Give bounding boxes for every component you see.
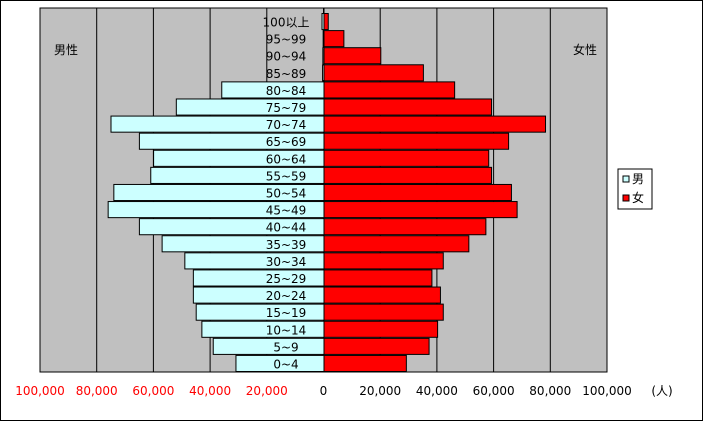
- bar-female: [323, 98, 493, 116]
- age-group-label: 15~19: [266, 306, 307, 320]
- bar-group: [107, 13, 547, 372]
- left-side-label: 男性: [54, 43, 78, 57]
- age-group-label: 30~34: [266, 255, 307, 269]
- age-group-label: 50~54: [266, 187, 307, 201]
- bar-female: [323, 303, 444, 321]
- right-side-label: 女性: [573, 42, 597, 57]
- age-group-label: 35~39: [266, 238, 307, 252]
- age-group-label: 75~79: [266, 101, 307, 115]
- x-tick-label: 20,000: [246, 384, 288, 398]
- age-group-label: 65~69: [266, 135, 307, 149]
- age-group-label: 100以上: [263, 16, 310, 30]
- x-tick-label: 60,000: [132, 384, 174, 398]
- age-group-label: 80~84: [266, 84, 307, 98]
- bar-female: [323, 218, 487, 236]
- bar-female: [323, 201, 518, 219]
- bar-female: [323, 337, 430, 355]
- bar-female: [323, 235, 470, 253]
- bar-female: [323, 166, 493, 184]
- bar-female: [323, 64, 424, 82]
- bar-female: [323, 149, 490, 167]
- x-tick-label: 20,000: [359, 384, 401, 398]
- age-group-label: 5~9: [273, 340, 298, 354]
- age-group-label: 40~44: [266, 221, 307, 235]
- legend-label-female: 女: [632, 190, 644, 205]
- legend-box: [617, 168, 653, 210]
- x-axis-tick-labels: 100,000 80,000 60,000 40,000 20,000 0 20,000 40…: [15, 384, 632, 398]
- legend-swatch-female: [622, 194, 630, 202]
- x-tick-label: 100,000: [15, 384, 65, 398]
- age-group-label: 70~74: [266, 118, 307, 132]
- age-group-label: 85~89: [266, 67, 307, 81]
- bar-female: [323, 13, 329, 31]
- age-group-label: 20~24: [266, 289, 307, 303]
- bar-female: [323, 286, 441, 304]
- bar-female: [323, 320, 439, 338]
- age-group-label: 55~59: [266, 169, 307, 183]
- x-tick-label: 80,000: [76, 384, 118, 398]
- age-group-label: 95~99: [266, 33, 307, 47]
- bar-female: [323, 183, 512, 202]
- age-group-labels: 0~4 5~9 10~14 15~19 20~24 25~29 30~34 35~39 40~4…: [263, 16, 310, 372]
- bar-female: [323, 81, 456, 99]
- x-tick-label: 40,000: [416, 384, 458, 398]
- age-group-label: 25~29: [266, 272, 307, 286]
- age-group-label: 60~64: [266, 152, 307, 166]
- x-tick-label: 80,000: [529, 384, 571, 398]
- x-tick-label: 0: [320, 384, 328, 398]
- age-group-label: 45~49: [266, 204, 307, 218]
- x-tick-label: 100,000: [582, 384, 632, 398]
- bar-female: [323, 47, 382, 65]
- x-tick-label: 40,000: [189, 384, 231, 398]
- x-axis-unit-label: (人): [651, 384, 672, 398]
- x-tick-label: 60,000: [473, 384, 515, 398]
- bar-female: [323, 269, 433, 287]
- bar-female: [323, 252, 444, 270]
- bar-female: [323, 354, 407, 372]
- legend: 男 女: [617, 168, 653, 210]
- age-group-label: 90~94: [266, 50, 307, 64]
- bar-male: [212, 337, 325, 355]
- legend-label-male: 男: [632, 172, 644, 186]
- age-group-label: 10~14: [266, 323, 307, 337]
- bar-female: [323, 30, 345, 48]
- legend-swatch-male: [622, 175, 630, 183]
- bar-female: [323, 132, 510, 150]
- age-group-label: 0~4: [273, 357, 298, 371]
- bar-female: [323, 115, 547, 133]
